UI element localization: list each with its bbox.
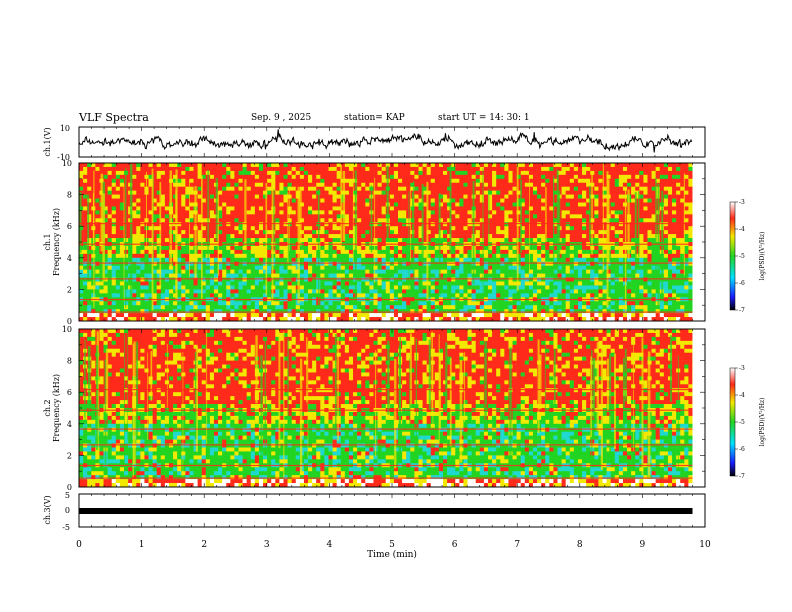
colorbar-tick-label: -6: [739, 446, 745, 453]
ch1-ytick-top: 10: [60, 124, 70, 133]
x-tick-label: 4: [327, 540, 333, 550]
y-tick-label: 8: [67, 191, 72, 200]
ch1-ylabel: ch.1(V): [43, 127, 52, 156]
colorbar-tick-label: -5: [739, 253, 745, 260]
ch3-ytick-bottom: -5: [62, 523, 70, 532]
station-label: station= KAP: [344, 113, 405, 123]
ch2-spec-ylabel-name: ch.2: [43, 399, 52, 416]
colorbar-tick-label: -4: [739, 392, 745, 399]
y-tick-label: 4: [67, 420, 72, 429]
colorbar-tick-label: -5: [739, 419, 745, 426]
x-tick-label: 0: [76, 540, 82, 550]
ch1-spectrogram-image: [79, 163, 693, 321]
x-tick-label: 2: [201, 540, 207, 550]
ch3-ytick-mid: 0: [65, 506, 70, 515]
x-tick-label: 1: [139, 540, 145, 550]
ch1-spec-ylabel-freq: Frequency (kHz): [52, 208, 61, 276]
ch2-colorbar: [729, 367, 736, 477]
ch3-ylabel: ch.3(V): [43, 495, 52, 524]
x-axis-label: Time (min): [367, 549, 417, 560]
colorbar-tick-label: -3: [739, 199, 745, 206]
ch3-waveform-panel: 5 0 -5 ch.3(V): [43, 491, 706, 532]
y-tick-label: 0: [67, 317, 72, 326]
colorbar-tick-label: -4: [739, 226, 745, 233]
y-tick-label: 0: [67, 483, 72, 492]
x-tick-label: 3: [264, 540, 270, 550]
x-tick-label: 8: [577, 540, 583, 550]
ch1-waveform-line: [79, 129, 693, 153]
y-tick-label: 8: [67, 357, 72, 366]
ch1-colorbar: [729, 201, 736, 311]
y-tick-label: 6: [67, 388, 72, 397]
ch3-ytick-top: 5: [65, 491, 70, 500]
x-tick-label: 10: [699, 540, 711, 550]
x-tick-label: 5: [389, 540, 395, 550]
colorbar-tick-label: -7: [739, 473, 745, 480]
ch1-ytick-bottom: -10: [57, 153, 70, 162]
colorbar-tick-label: -7: [739, 307, 745, 314]
y-tick-label: 2: [67, 451, 72, 460]
figure-title: VLF Spectra: [79, 111, 149, 124]
y-tick-label: 6: [67, 222, 72, 231]
ch1-colorbar-label: log(PSD)(V²/Hz): [759, 232, 766, 281]
ch3-waveform-band: [79, 508, 693, 514]
colorbar-tick-label: -6: [739, 280, 745, 287]
ch1-spec-ylabel-name: ch.1: [43, 233, 52, 250]
ch2-spec-ylabel-freq: Frequency (kHz): [52, 374, 61, 442]
colorbar-tick-label: -3: [739, 365, 745, 372]
x-tick-label: 7: [514, 540, 520, 550]
ch2-colorbar-label: log(PSD)(V²/Hz): [759, 398, 766, 447]
ch2-spectrogram-image: [79, 329, 693, 487]
x-tick-label: 9: [640, 540, 646, 550]
y-tick-label: 10: [62, 325, 72, 334]
y-tick-label: 4: [67, 254, 72, 263]
start-time-label: start UT = 14: 30: 1: [438, 113, 530, 123]
x-tick-label: 6: [452, 540, 458, 550]
y-tick-label: 2: [67, 285, 72, 294]
date-label: Sep. 9 , 2025: [251, 113, 312, 123]
x-axis: 0 1 2 3 4 5 6 7 8 9 10: [76, 540, 711, 550]
ch1-waveform-panel: 10 -10 ch.1(V): [43, 124, 706, 162]
y-tick-label: 10: [62, 159, 72, 168]
